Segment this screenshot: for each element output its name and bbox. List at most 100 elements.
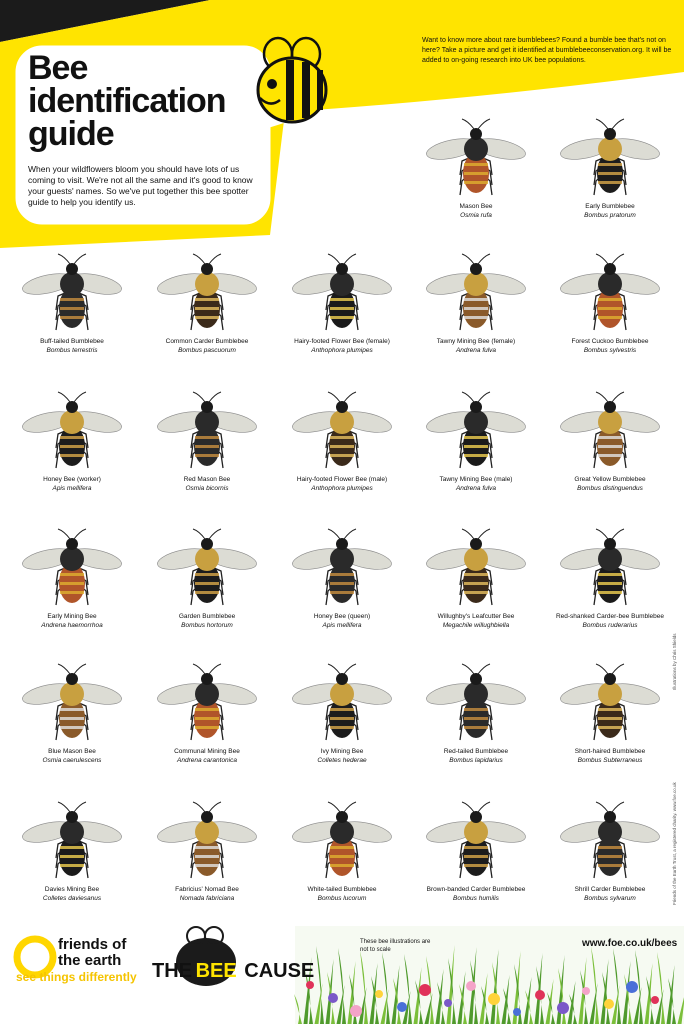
title: Bee identification guide <box>28 49 227 153</box>
bee-latin: Bombus Subterraneus <box>577 757 643 764</box>
bee-illustration <box>22 391 122 469</box>
bee-illustration <box>560 253 660 331</box>
bee-illustration <box>292 391 392 469</box>
bee-latin: Bombus lucorum <box>317 895 367 902</box>
bee-illustration <box>157 663 257 741</box>
bee-name: Blue Mason Bee <box>48 748 96 755</box>
scale-note: These bee illustrations are not to scale <box>360 939 431 953</box>
info: Want to know more about rare bumblebees?… <box>422 37 672 64</box>
bee-name: Willughby's Leafcutter Bee <box>437 613 515 620</box>
bee-illustration <box>560 801 660 879</box>
bee-illustration <box>426 663 526 741</box>
bee-name: Early Bumblebee <box>585 203 635 210</box>
bee-label: Tawny Mining Bee (male) Andrena fulva <box>409 475 543 493</box>
bee-latin: Colletes hederae <box>317 757 367 764</box>
bee-label: Early Bumblebee Bombus pratorum <box>543 202 677 220</box>
bee-label: Forest Cuckoo Bumblebee Bombus sylvestris <box>543 337 677 355</box>
bee-illustration <box>157 528 257 606</box>
bee-illustration <box>22 253 122 331</box>
bee-illustration <box>292 801 392 879</box>
campaign: THE BEE CAUSE <box>152 960 314 983</box>
bee-name: White-tailed Bumblebee <box>307 886 377 893</box>
bee-latin: Bombus distinguendus <box>577 485 643 492</box>
bee-name: Red-shanked Carder-bee Bumblebee <box>555 613 665 620</box>
bee-latin: Bombus ruderarius <box>582 622 638 629</box>
bee-latin: Bombus sylvarum <box>584 895 636 902</box>
bee-illustration <box>292 253 392 331</box>
bee-illustration <box>560 663 660 741</box>
bee-illustration <box>560 118 660 196</box>
bee-name: Short-haired Bumblebee <box>574 748 646 755</box>
bee-label: Great Yellow Bumblebee Bombus distinguend… <box>543 475 677 493</box>
url: www.foe.co.uk/bees <box>582 938 678 949</box>
intro: When your wildflowers bloom you should h… <box>28 164 253 207</box>
bee-label: Davies Mining Bee Colletes daviesanus <box>5 885 139 903</box>
campaign-word: CAUSE <box>244 960 315 982</box>
bee-label: Shrill Carder Bumblebee Bombus sylvarum <box>543 885 677 903</box>
bee-name: Common Carder Bumblebee <box>165 338 249 345</box>
bee-label: Red-shanked Carder-bee Bumblebee Bombus r… <box>543 612 677 630</box>
bee-label: Red-tailed Bumblebee Bombus lapidarius <box>409 747 543 765</box>
campaign-word: BEE <box>195 960 237 982</box>
bee-name: Garden Bumblebee <box>178 613 236 620</box>
brand: friends of the earth <box>58 936 127 969</box>
bee-latin: Colletes daviesanus <box>42 895 102 902</box>
bee-label: Blue Mason Bee Osmia caerulescens <box>5 747 139 765</box>
bee-illustration <box>292 528 392 606</box>
bee-latin: Bombus lapidarius <box>449 757 503 764</box>
bee-latin: Megachile willughbiella <box>442 622 510 629</box>
bee-illustration <box>22 801 122 879</box>
bee-illustration <box>426 118 526 196</box>
bee-latin: Bombus pratorum <box>584 212 636 219</box>
bee-label: Brown-banded Carder Bumblebee Bombus humi… <box>409 885 543 903</box>
tagline: see things differently <box>16 970 137 984</box>
bee-latin: Osmia caerulescens <box>42 757 102 764</box>
bee-name: Honey Bee (worker) <box>43 476 101 483</box>
bee-name: Shrill Carder Bumblebee <box>574 886 646 893</box>
bee-label: Common Carder Bumblebee Bombus pascuorum <box>140 337 274 355</box>
bee-latin: Bombus hortorum <box>181 622 233 629</box>
bee-latin: Anthophora plumipes <box>311 347 373 354</box>
bee-latin: Bombus humilis <box>453 895 499 902</box>
bee-label: Ivy Mining Bee Colletes hederae <box>275 747 409 765</box>
bee-illustration <box>560 528 660 606</box>
bee-latin: Bombus terrestris <box>46 347 98 354</box>
bee-name: Fabricius' Nomad Bee <box>175 886 239 893</box>
bee-latin: Andrena fulva <box>455 347 497 354</box>
bee-illustration <box>157 801 257 879</box>
bee-illustration <box>426 528 526 606</box>
bee-illustration <box>560 391 660 469</box>
bee-latin: Andrena fulva <box>455 485 497 492</box>
bee-name: Tawny Mining Bee (female) <box>436 338 516 345</box>
bee-name: Hairy-footed Flower Bee (female) <box>294 338 390 345</box>
bee-label: Communal Mining Bee Andrena carantonica <box>140 747 274 765</box>
bee-name: Davies Mining Bee <box>44 886 100 893</box>
bee-label: Red Mason Bee Osmia bicornis <box>140 475 274 493</box>
bee-latin: Bombus sylvestris <box>583 347 637 354</box>
bee-label: Garden Bumblebee Bombus hortorum <box>140 612 274 630</box>
bee-latin: Bombus pascuorum <box>178 347 236 354</box>
bee-label: White-tailed Bumblebee Bombus lucorum <box>275 885 409 903</box>
bee-label: Hairy-footed Flower Bee (female) Anthopho… <box>275 337 409 355</box>
bee-latin: Apis mellifera <box>52 485 92 492</box>
bee-label: Honey Bee (queen) Apis mellifera <box>275 612 409 630</box>
bee-name: Forest Cuckoo Bumblebee <box>571 338 649 345</box>
bee-name: Buff-tailed Bumblebee <box>40 338 104 345</box>
bee-name: Hairy-footed Flower Bee (male) <box>296 476 388 483</box>
bee-illustration <box>22 528 122 606</box>
bee-label: Early Mining Bee Andrena haemorrhoa <box>5 612 139 630</box>
bee-name: Red Mason Bee <box>183 476 231 483</box>
bee-name: Early Mining Bee <box>47 613 97 620</box>
bee-name: Honey Bee (queen) <box>313 613 371 620</box>
campaign-word: THE <box>152 960 192 982</box>
bee-name: Red-tailed Bumblebee <box>443 748 509 755</box>
bee-illustration <box>157 253 257 331</box>
bee-label: Willughby's Leafcutter Bee Megachile will… <box>409 612 543 630</box>
bee-name: Communal Mining Bee <box>174 748 240 755</box>
bee-name: Tawny Mining Bee (male) <box>439 476 513 483</box>
bee-latin: Apis mellifera <box>322 622 362 629</box>
bee-name: Great Yellow Bumblebee <box>574 476 646 483</box>
bee-label: Honey Bee (worker) Apis mellifera <box>5 475 139 493</box>
credit: Illustrations by Chris Shields <box>672 633 677 690</box>
